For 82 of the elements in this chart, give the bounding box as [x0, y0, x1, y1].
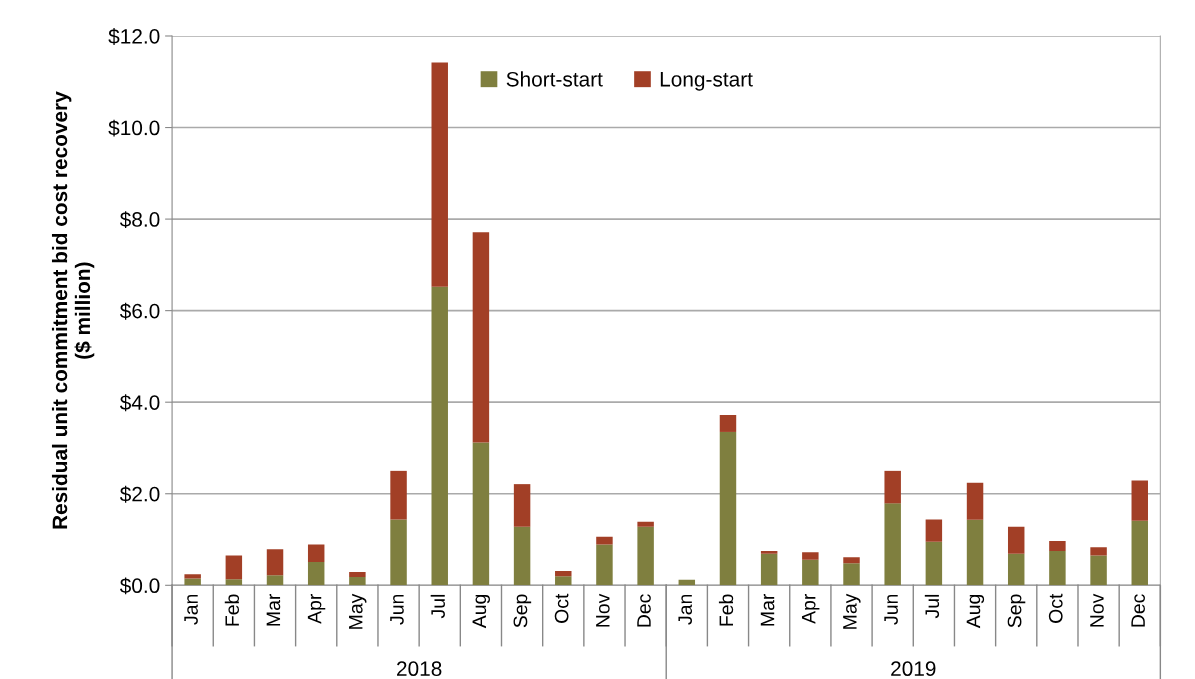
x-tick-label: Dec: [637, 594, 651, 627]
x-tick-label: Sep: [1007, 594, 1026, 628]
bar: [1007, 526, 1025, 554]
x-tick-label: Oct: [554, 593, 569, 623]
bar: [349, 577, 366, 586]
bar: [760, 553, 778, 586]
bar: [596, 544, 613, 586]
x-tick-label: Sep: [513, 594, 532, 628]
bar: [843, 563, 860, 586]
bar: [637, 521, 654, 527]
bar: [802, 552, 819, 560]
legend-label: Short-start: [506, 71, 603, 87]
x-tick-label: Jan: [678, 594, 693, 625]
bar: [925, 541, 943, 586]
bar: [596, 536, 613, 545]
x-tick-label: Feb: [224, 594, 240, 626]
x-tick-label: Mar: [266, 593, 281, 626]
bar: [431, 286, 448, 586]
bar: [472, 442, 490, 586]
y-tick-label: $4.0: [119, 394, 160, 412]
y-tick-label: $8.0: [119, 211, 160, 229]
bar: [307, 544, 325, 562]
x-tick-label: Apr: [801, 593, 820, 624]
y-tick-label: $10.0: [108, 119, 160, 137]
bar: [884, 470, 901, 504]
x-tick-label: Aug: [966, 594, 985, 629]
bar: [719, 415, 737, 432]
bar: [513, 484, 531, 527]
legend-label: Long-start: [660, 72, 753, 91]
bar: [1007, 553, 1025, 586]
bar: [1131, 480, 1148, 521]
bar: [390, 470, 407, 520]
bar: [966, 519, 984, 586]
x-tick-label: Jul: [924, 594, 940, 619]
bar: [966, 482, 984, 520]
bar: [184, 578, 201, 586]
bar: [760, 550, 778, 554]
bar: [802, 559, 819, 586]
bar: [1049, 550, 1066, 586]
bar: [884, 503, 901, 586]
bar: [843, 557, 860, 564]
x-tick-label: Feb: [718, 594, 734, 626]
x-tick-label: Aug: [472, 594, 490, 629]
bar: [555, 576, 572, 586]
bar: [225, 555, 243, 580]
x-tick-label: Mar: [760, 593, 775, 626]
x-tick-label: Jun: [884, 594, 898, 625]
x-tick-label: Nov: [596, 593, 610, 627]
y-tick-label: $0.0: [119, 577, 160, 595]
bar: [1090, 555, 1107, 586]
bar: [1049, 540, 1066, 551]
y-tick-label: $12.0: [108, 28, 160, 45]
x-tick-label: Dec: [1131, 594, 1145, 627]
bar: [1090, 547, 1107, 556]
text: 2018: [397, 661, 442, 677]
y-tick-label: $6.0: [119, 302, 160, 320]
y-tick-label: $2.0: [119, 485, 160, 503]
bar: [925, 519, 943, 542]
bar: [390, 519, 407, 586]
bar: [266, 575, 284, 586]
x-tick-label: May: [843, 593, 861, 629]
bar: [637, 526, 654, 586]
bar: [431, 62, 448, 287]
bar: [555, 571, 572, 577]
text: 2019: [891, 661, 936, 677]
x-tick-label: May: [349, 593, 367, 629]
x-tick-label: Apr: [307, 593, 326, 624]
bar: [513, 526, 531, 586]
bar: [307, 561, 325, 586]
bar: [719, 431, 737, 586]
bar: [349, 572, 366, 578]
bar: [184, 574, 201, 579]
x-tick-label: Jan: [184, 594, 198, 625]
bar: [225, 579, 243, 586]
bar: [472, 232, 490, 443]
x-tick-label: Oct: [1048, 593, 1063, 623]
bar: [1131, 520, 1148, 586]
x-tick-label: Nov: [1090, 593, 1104, 627]
y-axis-title: Residual unit commitment bid cost recovery ($ million): [51, 91, 95, 529]
x-tick-label: Jun: [390, 594, 404, 625]
bar: [266, 549, 284, 576]
x-tick-label: Jul: [430, 594, 445, 619]
